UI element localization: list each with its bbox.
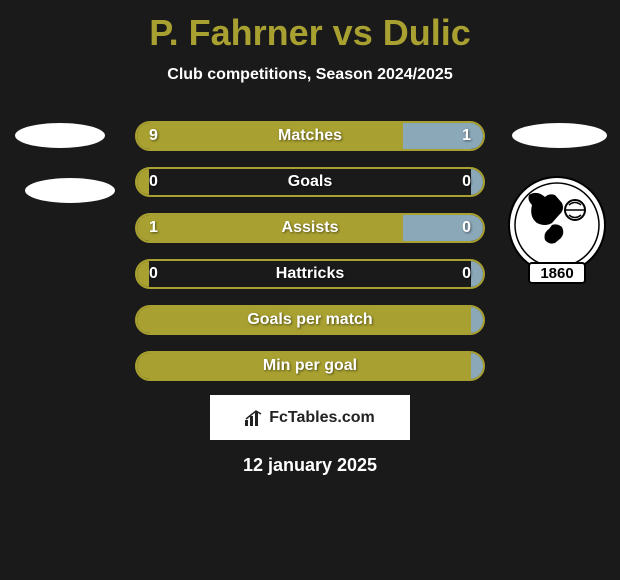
stat-label: Assists: [282, 219, 339, 237]
stat-row: 0 0 Goals: [0, 165, 620, 198]
stat-bar-left: [137, 123, 403, 149]
stat-row: 1 0 Assists: [0, 211, 620, 244]
stat-bar: Goals per match: [135, 305, 485, 335]
stat-label: Min per goal: [263, 357, 357, 375]
fctables-label: FcTables.com: [269, 409, 375, 427]
stat-bar-left: [137, 261, 149, 287]
comparison-chart: 9 1 Matches 0 0 Goals 1 0 Assists 0 0 Hattricks Goal…: [0, 119, 620, 382]
stat-bar-right: [471, 307, 483, 333]
page-title: P. Fahrner vs Dulic: [0, 0, 620, 54]
stat-bar-left: [137, 215, 403, 241]
stat-bar: 0 0 Hattricks: [135, 259, 485, 289]
stat-value-left: 1: [149, 219, 158, 237]
stat-bar-right: [471, 169, 483, 195]
stat-label: Hattricks: [276, 265, 344, 283]
stat-value-left: 0: [149, 265, 158, 283]
stat-label: Matches: [278, 127, 342, 145]
stat-row: Min per goal: [0, 349, 620, 382]
stat-label: Goals: [288, 173, 332, 191]
stat-bar: Min per goal: [135, 351, 485, 381]
subtitle: Club competitions, Season 2024/2025: [0, 66, 620, 84]
stat-bar-right: [471, 261, 483, 287]
date-text: 12 january 2025: [0, 455, 620, 476]
stat-value-left: 0: [149, 173, 158, 191]
stat-row: 9 1 Matches: [0, 119, 620, 152]
stat-bar: 1 0 Assists: [135, 213, 485, 243]
chart-icon: [245, 410, 263, 426]
stat-bar-right: [471, 353, 483, 379]
stat-row: 0 0 Hattricks: [0, 257, 620, 290]
fctables-watermark: FcTables.com: [210, 395, 410, 440]
stat-bar: 0 0 Goals: [135, 167, 485, 197]
stat-row: Goals per match: [0, 303, 620, 336]
stat-value-right: 1: [462, 127, 471, 145]
stat-value-right: 0: [462, 173, 471, 191]
stat-label: Goals per match: [247, 311, 372, 329]
stat-value-left: 9: [149, 127, 158, 145]
stat-bar-right: [403, 123, 483, 149]
stat-value-right: 0: [462, 219, 471, 237]
stat-bar-left: [137, 169, 149, 195]
stat-value-right: 0: [462, 265, 471, 283]
stat-bar-right: [403, 215, 483, 241]
stat-bar: 9 1 Matches: [135, 121, 485, 151]
